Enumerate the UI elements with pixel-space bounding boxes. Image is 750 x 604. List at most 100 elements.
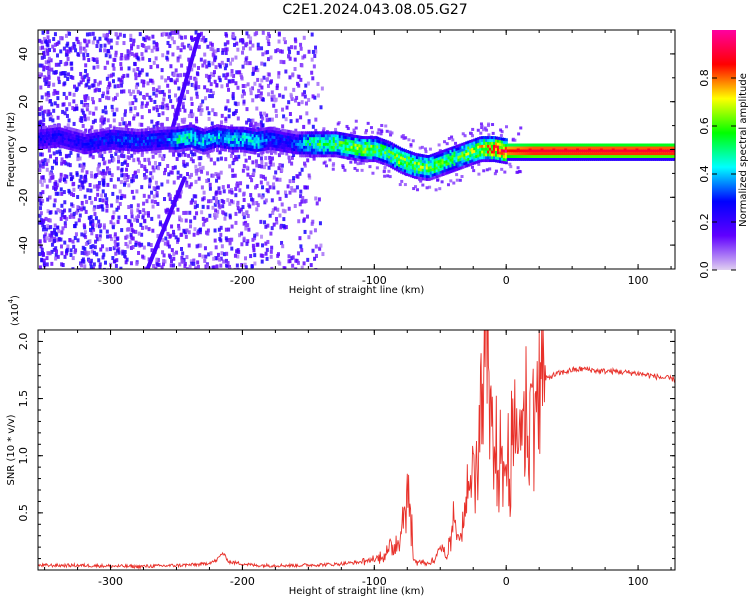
noise-cell — [261, 52, 264, 56]
noise-cell — [137, 203, 140, 207]
noise-cell — [166, 51, 169, 55]
noise-cell — [56, 96, 59, 100]
noise-cell — [296, 119, 299, 123]
noise-cell — [206, 232, 209, 236]
noise-cell — [69, 163, 72, 167]
noise-cell — [141, 215, 144, 219]
noise-cell — [228, 164, 231, 168]
noise-cell — [303, 162, 306, 166]
noise-cell — [103, 120, 106, 124]
noise-cell — [292, 255, 295, 259]
noise-cell — [41, 183, 44, 187]
noise-cell — [126, 74, 129, 78]
noise-cell — [186, 172, 189, 176]
noise-cell — [176, 78, 179, 82]
noise-cell — [130, 179, 133, 183]
noise-cell — [290, 119, 293, 123]
noise-cell — [80, 164, 83, 168]
noise-cell — [153, 194, 156, 198]
noise-cell — [99, 44, 102, 48]
noise-cell — [57, 192, 60, 196]
noise-cell — [112, 63, 115, 67]
noise-cell — [166, 103, 169, 107]
noise-cell — [370, 126, 373, 129]
noise-cell — [104, 66, 107, 70]
noise-cell — [42, 162, 45, 166]
noise-cell — [224, 76, 227, 80]
noise-cell — [235, 109, 238, 113]
noise-cell — [268, 156, 271, 160]
noise-cell — [120, 67, 123, 71]
noise-cell — [102, 198, 105, 202]
noise-cell — [138, 232, 141, 236]
noise-cell — [171, 36, 174, 40]
noise-cell — [226, 72, 229, 76]
noise-cell — [74, 224, 77, 228]
noise-cell — [68, 208, 71, 212]
noise-cell — [138, 243, 141, 247]
noise-cell — [224, 157, 227, 161]
noise-cell — [83, 264, 86, 268]
noise-cell — [273, 95, 276, 99]
noise-cell — [249, 88, 252, 92]
noise-cell — [314, 196, 317, 200]
noise-cell — [307, 82, 310, 86]
noise-cell — [48, 179, 51, 183]
noise-cell — [70, 62, 73, 66]
noise-cell — [83, 206, 86, 210]
noise-cell — [83, 247, 86, 251]
noise-cell — [73, 93, 76, 97]
noise-cell — [279, 197, 282, 201]
noise-cell — [116, 195, 119, 199]
noise-cell — [228, 79, 231, 83]
noise-cell — [281, 202, 284, 206]
noise-cell — [87, 251, 90, 255]
noise-cell — [142, 83, 145, 87]
noise-cell — [56, 53, 59, 57]
noise-cell — [270, 250, 273, 254]
noise-cell — [214, 239, 217, 243]
noise-cell — [161, 68, 164, 72]
noise-cell — [182, 160, 185, 164]
noise-cell — [51, 243, 54, 247]
noise-cell — [211, 121, 214, 125]
noise-cell — [188, 211, 191, 215]
noise-cell — [132, 42, 135, 46]
noise-cell — [92, 32, 95, 36]
noise-cell — [234, 212, 237, 216]
noise-cell — [133, 95, 136, 99]
noise-cell — [308, 121, 311, 125]
noise-cell — [160, 123, 163, 127]
noise-cell — [300, 200, 303, 204]
noise-cell — [129, 34, 132, 38]
noise-cell — [59, 177, 62, 181]
noise-cell — [96, 65, 99, 69]
noise-cell — [132, 174, 135, 178]
noise-cell — [287, 156, 290, 160]
noise-cell — [52, 37, 55, 41]
noise-cell — [257, 89, 260, 93]
noise-cell — [186, 90, 189, 94]
noise-cell — [200, 170, 203, 174]
noise-cell — [471, 128, 474, 131]
noise-cell — [49, 225, 52, 229]
noise-cell — [280, 60, 283, 64]
noise-cell — [380, 130, 383, 133]
noise-cell — [140, 123, 143, 127]
noise-cell — [189, 45, 192, 49]
noise-cell — [67, 72, 70, 76]
noise-cell — [60, 162, 63, 166]
noise-cell — [76, 195, 79, 199]
noise-cell — [51, 176, 54, 180]
noise-cell — [141, 68, 144, 72]
noise-cell — [294, 204, 297, 208]
noise-cell — [177, 176, 180, 180]
noise-cell — [323, 162, 326, 165]
noise-cell — [271, 226, 274, 230]
noise-cell — [72, 256, 75, 260]
noise-cell — [188, 114, 191, 118]
noise-cell — [237, 70, 240, 74]
noise-cell — [128, 66, 131, 70]
noise-cell — [198, 253, 201, 257]
noise-cell — [307, 98, 310, 102]
